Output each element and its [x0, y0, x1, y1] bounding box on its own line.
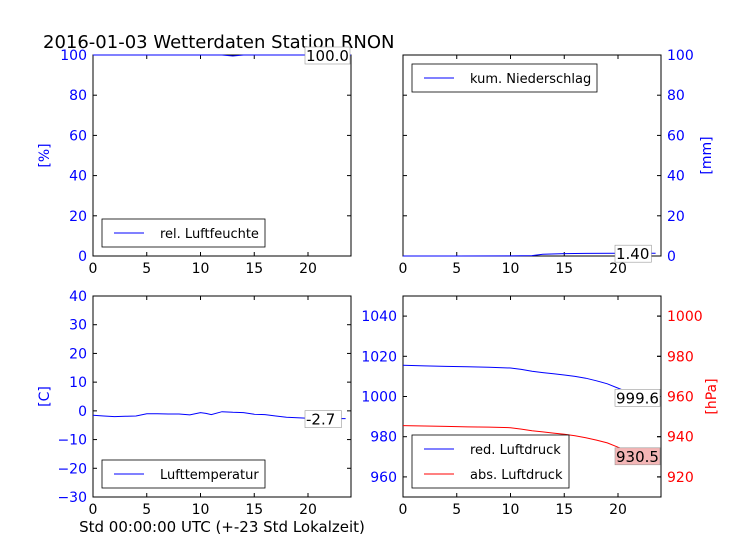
- x-tick-label: 0: [89, 261, 98, 277]
- y-right-axis-label: [hPa]: [704, 378, 720, 414]
- y-right-tick-label: 980: [667, 349, 694, 365]
- x-tick-label: 15: [555, 502, 573, 518]
- x-tick-label: 15: [245, 502, 263, 518]
- x-tick-label: 0: [89, 502, 98, 518]
- y-tick-label: 20: [69, 209, 87, 225]
- y-tick-label: 1040: [361, 309, 397, 325]
- value-annotation: 100.0: [306, 47, 349, 65]
- figure-x-axis-label: Std 00:00:00 UTC (+-23 Std Lokalzeit): [79, 518, 365, 536]
- y-axis-label: [%]: [37, 143, 53, 167]
- y-tick-label: 0: [667, 249, 676, 265]
- y-right-tick-label: 1000: [667, 309, 703, 325]
- x-tick-label: 10: [192, 502, 210, 518]
- x-tick-label: 5: [142, 261, 151, 277]
- value-annotation: 999.6: [616, 389, 659, 407]
- x-tick-label: 10: [502, 502, 520, 518]
- value-annotation-box: [614, 244, 652, 263]
- y-tick-label: 980: [370, 430, 397, 446]
- y-tick-label: 60: [667, 128, 685, 144]
- pressure-panel: 0 5 10 15 20 960 980 1000 1020 1040 920 940 960 980 10…: [361, 295, 720, 518]
- precipitation-panel: 0 5 10 15 20 0 20 40 60 80 100 [mm] kum. Niederschla…: [399, 48, 715, 277]
- humidity-panel: 0 5 10 15 20 0 20 40 60 80 100 [%] rel. Luftfeuchte 1…: [37, 46, 352, 277]
- value-annotation: 930.5: [616, 448, 659, 466]
- x-tick-label: 0: [399, 261, 408, 277]
- y-tick-label: 10: [69, 375, 87, 391]
- y-tick-label: 40: [69, 169, 87, 185]
- y-tick-label: 80: [667, 88, 685, 104]
- value-annotation: 1.40: [616, 245, 649, 263]
- x-tick-label: 5: [142, 502, 151, 518]
- legend-label: kum. Niederschlag: [470, 72, 591, 87]
- legend-label: red. Luftdruck: [470, 443, 561, 458]
- x-tick-label: 15: [245, 261, 263, 277]
- legend-label: rel. Luftfeuchte: [160, 227, 259, 242]
- value-annotation-box: [304, 410, 342, 428]
- y-tick-label: −30: [57, 490, 87, 506]
- x-tick-label: 0: [399, 502, 408, 518]
- value-annotation-box: [614, 389, 661, 407]
- x-tick-label: 5: [452, 261, 461, 277]
- legend-box: [411, 434, 570, 489]
- x-tick-label: 20: [299, 261, 317, 277]
- series-line: [402, 364, 656, 398]
- y-tick-label: 40: [69, 289, 87, 305]
- x-tick-label: 10: [192, 261, 210, 277]
- y-tick-label: 1000: [361, 390, 397, 406]
- series-line: [402, 425, 656, 457]
- y-right-tick-label: 960: [667, 390, 694, 406]
- y-right-tick-label: 940: [667, 430, 694, 446]
- y-tick-label: −20: [57, 461, 87, 477]
- y-axis-label: [mm]: [699, 136, 715, 174]
- y-tick-label: 20: [667, 209, 685, 225]
- x-tick-label: 20: [299, 502, 317, 518]
- y-tick-label: 960: [370, 470, 397, 486]
- series-line: [92, 411, 346, 420]
- x-tick-label: 5: [452, 502, 461, 518]
- y-tick-label: 0: [78, 249, 87, 265]
- y-tick-label: 1020: [361, 349, 397, 365]
- value-annotation-box: [304, 46, 351, 65]
- y-tick-label: 30: [69, 318, 87, 334]
- y-tick-label: 100: [667, 48, 694, 64]
- plot-frame: [92, 295, 352, 498]
- y-right-tick-label: 920: [667, 470, 694, 486]
- y-axis-label: [C]: [37, 386, 53, 407]
- legend-label: Lufttemperatur: [160, 468, 259, 483]
- x-tick-label: 10: [502, 261, 520, 277]
- y-tick-label: −10: [57, 433, 87, 449]
- x-tick-label: 20: [609, 502, 627, 518]
- value-annotation-box: [614, 447, 661, 466]
- x-tick-label: 15: [555, 261, 573, 277]
- temperature-panel: 0 5 10 15 20 −30 −20 −10 0 10 20 30 40 [C] Lufttempera…: [37, 289, 352, 518]
- x-tick-label: 20: [609, 261, 627, 277]
- y-tick-label: 40: [667, 169, 685, 185]
- y-tick-label: 60: [69, 128, 87, 144]
- series-line: [93, 54, 351, 57]
- legend-label: abs. Luftdruck: [470, 468, 563, 483]
- y-tick-label: 0: [78, 404, 87, 420]
- value-annotation: -2.7: [306, 411, 335, 429]
- y-tick-label: 100: [60, 48, 87, 64]
- y-tick-label: 20: [69, 346, 87, 362]
- y-tick-label: 80: [69, 88, 87, 104]
